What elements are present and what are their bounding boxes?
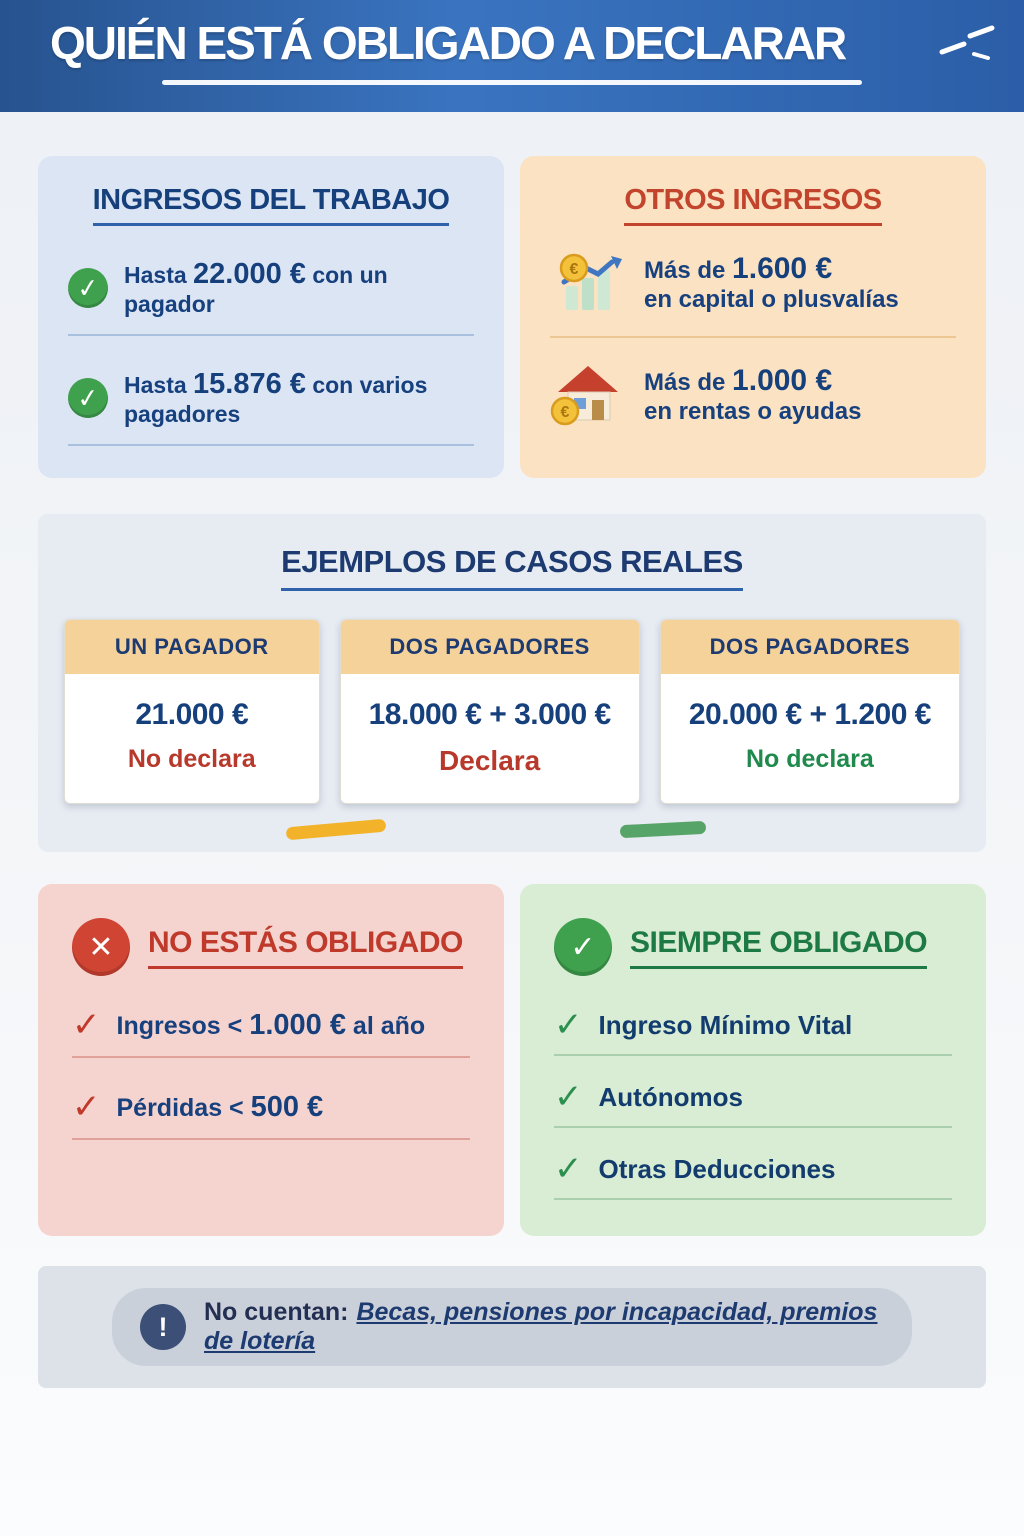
note-text: No cuentan: Becas, pensiones por incapaci… <box>204 1298 878 1355</box>
yellow-swoosh-underline <box>285 818 387 841</box>
work-income-item-text: Hasta 15.876 € con varios pagadores <box>124 368 428 427</box>
not-obligated-title: NO ESTÁS OBLIGADO <box>148 926 463 969</box>
other-income-title: OTROS INGRESOS <box>624 184 882 226</box>
chart-coin-icon: € <box>559 253 622 310</box>
case-verdict: No declara <box>127 745 256 773</box>
work-income-title: INGRESOS DEL TRABAJO <box>92 184 450 226</box>
x-circle-icon: ✕ <box>72 918 130 976</box>
case-amount: 21.000 € <box>135 698 249 731</box>
other-income-card: OTROS INGRESOS € Más de <box>520 156 986 478</box>
obligation-row: ✕ NO ESTÁS OBLIGADO ✓ Ingresos < 1.000 €… <box>38 884 986 1236</box>
always-obligated-title: SIEMPRE OBLIGADO <box>630 926 928 969</box>
case-card-two-payers-no-declare: DOS PAGADORES 20.000 € + 1.200 € No decl… <box>659 619 961 804</box>
not-obligated-card: ✕ NO ESTÁS OBLIGADO ✓ Ingresos < 1.000 €… <box>38 884 504 1236</box>
check-circle-icon: ✓ <box>66 266 110 310</box>
work-income-item-text: Hasta 22.000 € con un pagador <box>124 258 388 317</box>
example-cases: UN PAGADOR 21.000 € No declara DOS PAGAD… <box>64 619 961 804</box>
green-check-icon: ✓ <box>554 1006 583 1044</box>
case-card-one-payer: UN PAGADOR 21.000 € No declara <box>64 619 320 804</box>
not-obligated-item: ✓ Ingresos < 1.000 € al año <box>72 1008 470 1058</box>
house-coin-icon: € <box>550 366 618 426</box>
check-circle-icon: ✓ <box>66 376 110 420</box>
case-card-two-payers-declare: DOS PAGADORES 18.000 € + 3.000 € Declara <box>339 619 640 804</box>
note-bar: ! No cuentan: Becas, pensiones por incapa… <box>38 1266 986 1388</box>
always-obligated-item-text: Otras Deducciones <box>598 1153 836 1184</box>
always-obligated-item: ✓ Autónomos <box>554 1080 952 1128</box>
case-header: DOS PAGADORES <box>340 620 639 674</box>
case-verdict: No declara <box>745 745 874 773</box>
header-banner: QUIÉN ESTÁ OBLIGADO A DECLARAR <box>0 0 1024 112</box>
examples-section: EJEMPLOS DE CASOS REALES UN PAGADOR 21.0… <box>38 514 986 852</box>
case-verdict: Declara <box>439 745 541 776</box>
content-area: INGRESOS DEL TRABAJO ✓ Hasta 22.000 € co… <box>0 156 1024 1388</box>
red-check-icon: ✓ <box>72 1088 101 1126</box>
svg-text:€: € <box>561 404 570 421</box>
work-income-item: ✓ Hasta 22.000 € con un pagador <box>66 258 474 336</box>
always-obligated-item: ✓ Otras Deducciones <box>554 1152 952 1200</box>
case-header: UN PAGADOR <box>65 620 319 674</box>
not-obligated-item: ✓ Pérdidas < 500 € <box>72 1090 470 1140</box>
spark-icon <box>936 22 998 79</box>
always-obligated-item-text: Autónomos <box>598 1081 743 1112</box>
always-obligated-card: ✓ SIEMPRE OBLIGADO ✓ Ingreso Mínimo Vita… <box>520 884 986 1236</box>
red-check-icon: ✓ <box>72 1006 101 1044</box>
other-income-item-text: Más de 1.600 € en capital o plusvalías <box>644 252 899 313</box>
examples-title: EJEMPLOS DE CASOS REALES <box>281 544 743 591</box>
not-obligated-item-text: Ingresos < 1.000 € al año <box>116 1008 426 1041</box>
exclamation-icon: ! <box>140 1304 186 1350</box>
green-check-icon: ✓ <box>554 1150 583 1188</box>
other-income-item: € Más de 1.600 € en capital o plusvalías <box>550 250 956 338</box>
green-check-icon: ✓ <box>554 1078 583 1116</box>
income-row: INGRESOS DEL TRABAJO ✓ Hasta 22.000 € co… <box>38 156 986 478</box>
work-income-card: INGRESOS DEL TRABAJO ✓ Hasta 22.000 € co… <box>38 156 504 478</box>
other-income-item: € Más de 1.000 € en rentas o ayudas <box>550 362 956 448</box>
svg-text:€: € <box>570 261 579 278</box>
note-inner-pill: ! No cuentan: Becas, pensiones por incapa… <box>112 1288 912 1366</box>
work-income-item: ✓ Hasta 15.876 € con varios pagadores <box>66 368 474 446</box>
case-amount: 18.000 € + 3.000 € <box>368 698 612 731</box>
green-swoosh-underline <box>619 820 707 839</box>
page-title: QUIÉN ESTÁ OBLIGADO A DECLARAR <box>50 17 847 69</box>
case-amount: 20.000 € + 1.200 € <box>688 698 932 731</box>
title-underline <box>162 80 862 85</box>
other-income-item-text: Más de 1.000 € en rentas o ayudas <box>644 364 862 425</box>
case-header: DOS PAGADORES <box>660 620 960 674</box>
always-obligated-item-text: Ingreso Mínimo Vital <box>598 1009 853 1040</box>
check-circle-icon: ✓ <box>554 918 612 976</box>
always-obligated-item: ✓ Ingreso Mínimo Vital <box>554 1008 952 1056</box>
not-obligated-item-text: Pérdidas < 500 € <box>116 1090 324 1123</box>
